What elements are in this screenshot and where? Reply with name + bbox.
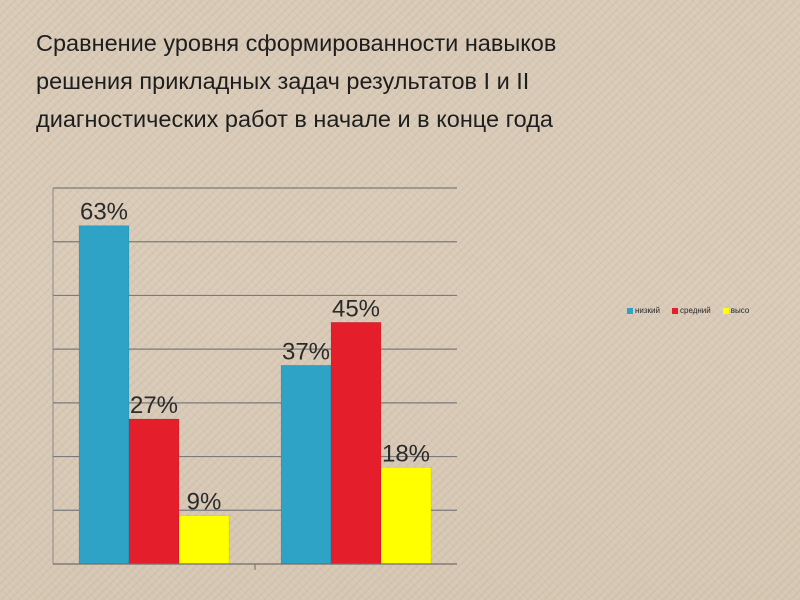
- slide-title-line-1: Сравнение уровня сформированности навыко…: [36, 30, 557, 56]
- legend-item-1: низкий: [627, 306, 660, 315]
- data-label-3-2: 18%: [382, 440, 430, 467]
- data-label-1-1: 63%: [80, 199, 128, 226]
- legend-swatch-1: [627, 307, 633, 314]
- legend-label-1: низкий: [635, 306, 660, 315]
- legend-item-2: средний: [672, 306, 711, 315]
- chart-axes: [52, 188, 457, 570]
- bar-2-2: [330, 322, 382, 565]
- legend-swatch-3: [722, 307, 729, 314]
- bar-3-1: [178, 515, 230, 565]
- data-label-2-1: 27%: [130, 392, 178, 419]
- bar-1-1: [78, 225, 130, 565]
- slide-title-line-2: решения прикладных задач результатов I и…: [36, 68, 530, 94]
- slide-title-line-3: диагностических работ в начале и в конце…: [36, 106, 553, 132]
- bar-2-1: [128, 418, 180, 565]
- legend-item-3: высо: [722, 306, 750, 315]
- chart-legend: низкий средний высо: [627, 306, 749, 315]
- bar-3-2: [380, 467, 432, 565]
- slide-title: Сравнение уровня сформированности навыко…: [36, 24, 776, 138]
- legend-label-2: средний: [680, 306, 711, 315]
- data-label-2-2: 45%: [332, 295, 380, 322]
- chart-bars: [78, 225, 432, 565]
- data-label-3-1: 9%: [187, 489, 222, 516]
- legend-swatch-2: [672, 307, 678, 314]
- chart-data-labels: 63% 37% 27% 45% 9% 18%: [80, 199, 430, 516]
- bar-1-2: [280, 365, 332, 565]
- data-label-1-2: 37%: [282, 338, 330, 365]
- legend-label-3: высо: [730, 306, 750, 315]
